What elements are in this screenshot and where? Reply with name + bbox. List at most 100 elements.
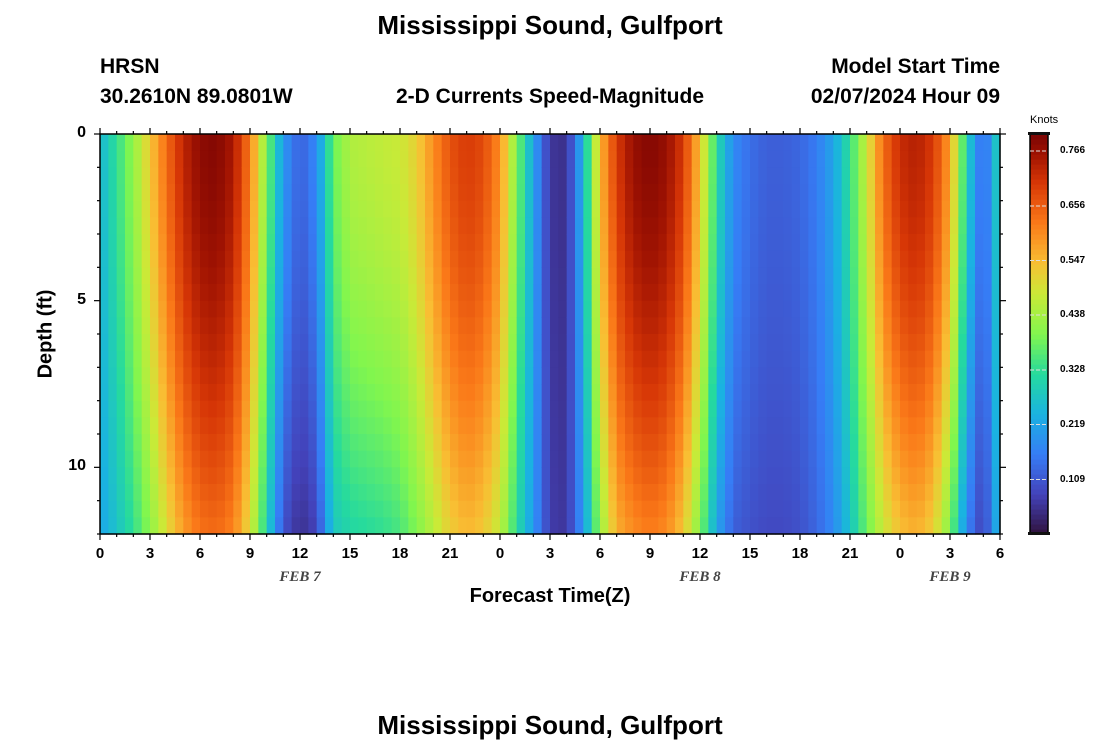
heatmap-cell: [358, 450, 368, 468]
heatmap-cell: [866, 200, 876, 218]
heatmap-cell: [158, 334, 168, 352]
heatmap-cell: [350, 284, 359, 302]
heatmap-cell: [208, 500, 218, 518]
heatmap-cell: [483, 317, 493, 335]
heatmap-cell: [725, 434, 734, 452]
x-tick-label: 12: [291, 545, 309, 562]
heatmap-cell: [533, 334, 543, 352]
heatmap-cell: [583, 217, 593, 235]
heatmap-cell: [833, 467, 843, 485]
heatmap-cell: [300, 150, 309, 168]
heatmap-cell: [441, 300, 451, 318]
heatmap-cell: [983, 517, 993, 535]
heatmap-cell: [183, 500, 193, 518]
heatmap-cell: [758, 250, 768, 268]
heatmap-cell: [558, 200, 568, 218]
heatmap-cell: [941, 350, 951, 368]
heatmap-cell: [958, 500, 968, 518]
heatmap-cell: [216, 334, 226, 352]
heatmap-cell: [408, 350, 418, 368]
heatmap-cell: [691, 350, 701, 368]
heatmap-cell: [841, 400, 851, 418]
heatmap-cell: [991, 300, 1001, 318]
heatmap-cell: [483, 250, 493, 268]
heatmap-cell: [516, 300, 526, 318]
heatmap-cell: [458, 134, 468, 152]
heatmap-cell: [741, 384, 751, 402]
heatmap-cell: [250, 500, 259, 518]
heatmap-cell: [533, 284, 543, 302]
heatmap-cell: [891, 150, 901, 168]
heatmap-cell: [450, 350, 459, 368]
heatmap-cell: [375, 250, 384, 268]
heatmap-cell: [150, 434, 159, 452]
heatmap-cell: [125, 217, 134, 235]
heatmap-cell: [550, 167, 559, 185]
heatmap-cell: [866, 150, 876, 168]
heatmap-cell: [783, 417, 793, 435]
heatmap-cell: [850, 217, 859, 235]
heatmap-cell: [541, 517, 551, 535]
heatmap-cell: [608, 184, 618, 202]
heatmap-cell: [466, 217, 476, 235]
heatmap-cell: [800, 500, 809, 518]
heatmap-cell: [616, 417, 626, 435]
heatmap-cell: [975, 184, 984, 202]
heatmap-cell: [333, 450, 343, 468]
heatmap-cell: [400, 484, 409, 502]
heatmap-cell: [233, 200, 243, 218]
heatmap-cell: [566, 350, 576, 368]
heatmap-cell: [433, 267, 443, 285]
heatmap-cell: [225, 450, 234, 468]
heatmap-cell: [158, 350, 168, 368]
heatmap-cell: [575, 467, 584, 485]
heatmap-cell: [791, 367, 801, 385]
heatmap-cell: [108, 300, 118, 318]
heatmap-cell: [975, 167, 984, 185]
heatmap-cell: [600, 250, 609, 268]
heatmap-cell: [616, 317, 626, 335]
heatmap-cell: [658, 134, 668, 152]
heatmap-cell: [733, 434, 743, 452]
heatmap-cell: [233, 350, 243, 368]
heatmap-cell: [533, 200, 543, 218]
heatmap-cell: [308, 267, 318, 285]
heatmap-cell: [900, 517, 909, 535]
heatmap-cell: [975, 234, 984, 252]
heatmap-cell: [691, 484, 701, 502]
heatmap-cell: [675, 217, 684, 235]
heatmap-cell: [133, 400, 143, 418]
heatmap-cell: [766, 367, 776, 385]
heatmap-cell: [166, 467, 176, 485]
heatmap-cell: [316, 384, 326, 402]
heatmap-cell: [908, 134, 918, 152]
heatmap-cell: [233, 417, 243, 435]
heatmap-cell: [950, 167, 959, 185]
heatmap-cell: [108, 217, 118, 235]
heatmap-cell: [958, 150, 968, 168]
heatmap-cell: [283, 250, 293, 268]
heatmap-cell: [458, 384, 468, 402]
heatmap-cell: [608, 334, 618, 352]
heatmap-cell: [841, 434, 851, 452]
heatmap-cell: [233, 517, 243, 535]
heatmap-cell: [266, 200, 276, 218]
heatmap-cell: [666, 417, 676, 435]
heatmap-cell: [333, 167, 343, 185]
heatmap-cell: [333, 400, 343, 418]
heatmap-cell: [966, 317, 976, 335]
heatmap-cell: [708, 234, 718, 252]
heatmap-cell: [641, 417, 651, 435]
heatmap-cell: [233, 184, 243, 202]
heatmap-cell: [491, 300, 501, 318]
heatmap-cell: [675, 400, 684, 418]
heatmap-cell: [808, 200, 818, 218]
heatmap-cell: [966, 334, 976, 352]
heatmap-cell: [425, 317, 434, 335]
heatmap-cell: [708, 367, 718, 385]
colorbar-segment: [1030, 139, 1048, 145]
heatmap-cell: [125, 284, 134, 302]
heatmap-cell: [391, 500, 401, 518]
heatmap-cell: [166, 200, 176, 218]
heatmap-cell: [783, 167, 793, 185]
